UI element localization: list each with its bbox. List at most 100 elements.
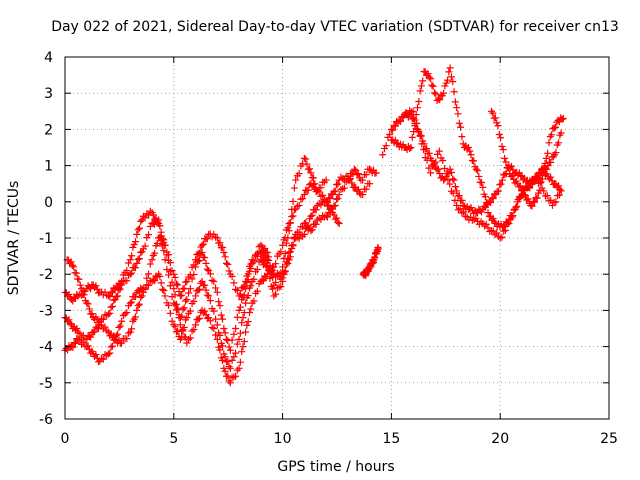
data-point — [529, 197, 537, 205]
data-point — [213, 288, 221, 296]
data-point — [161, 256, 169, 264]
data-point — [121, 310, 129, 318]
data-point — [504, 164, 512, 172]
data-point — [118, 317, 126, 325]
data-point — [285, 220, 293, 228]
data-point — [101, 323, 109, 331]
data-point — [210, 325, 218, 332]
data-point — [180, 304, 188, 312]
data-series — [61, 64, 567, 387]
data-point — [533, 194, 541, 202]
data-point — [317, 192, 325, 200]
data-point — [239, 343, 247, 351]
series-track-b — [61, 172, 374, 387]
data-point — [550, 124, 558, 132]
data-point — [307, 227, 315, 235]
data-point — [494, 233, 502, 241]
data-point — [272, 260, 280, 268]
data-point — [216, 239, 224, 247]
data-point — [202, 286, 210, 294]
data-point — [123, 309, 131, 317]
data-point — [428, 81, 436, 89]
data-point — [118, 281, 126, 289]
data-point — [70, 263, 78, 271]
data-point — [95, 358, 103, 366]
data-point — [408, 133, 416, 141]
data-point — [498, 176, 506, 184]
data-point — [359, 176, 367, 184]
data-point — [105, 292, 113, 300]
data-point — [339, 185, 347, 193]
data-point — [208, 276, 216, 284]
data-point — [143, 281, 151, 289]
data-point — [307, 212, 315, 220]
y-tick-label: -5 — [39, 376, 53, 392]
data-point — [548, 131, 556, 139]
data-point — [555, 191, 563, 199]
data-point — [493, 188, 501, 196]
data-point — [295, 201, 303, 209]
data-point — [73, 325, 81, 332]
data-point — [446, 165, 454, 173]
data-point — [379, 151, 387, 159]
data-point — [350, 165, 358, 173]
data-point — [302, 155, 310, 163]
data-point — [95, 289, 103, 297]
data-point — [66, 319, 74, 327]
data-point — [346, 175, 354, 183]
data-point — [185, 289, 193, 297]
data-point — [554, 192, 562, 200]
data-point — [551, 123, 559, 131]
data-point — [236, 358, 244, 366]
data-point — [331, 187, 339, 195]
data-point — [434, 150, 442, 158]
data-point — [449, 175, 457, 183]
data-point — [277, 269, 285, 277]
data-point — [502, 158, 510, 166]
data-point — [183, 277, 191, 285]
data-point — [354, 170, 362, 178]
series-track-a — [61, 165, 380, 305]
data-point — [70, 339, 78, 347]
data-point — [518, 186, 526, 194]
data-point — [182, 278, 190, 286]
data-point — [362, 171, 370, 179]
data-point — [450, 88, 458, 96]
data-point — [176, 314, 184, 322]
data-point — [194, 257, 202, 265]
data-point — [85, 305, 93, 313]
data-point — [326, 195, 334, 203]
data-point — [115, 286, 123, 294]
data-point — [230, 373, 238, 381]
data-point — [226, 379, 234, 387]
data-point — [493, 229, 501, 237]
data-point — [356, 189, 364, 197]
data-point — [435, 147, 443, 155]
data-point — [238, 348, 246, 356]
data-point — [491, 218, 499, 226]
data-point — [243, 321, 251, 329]
data-point — [309, 180, 317, 188]
data-point — [289, 212, 297, 220]
data-point — [168, 267, 176, 275]
data-point — [289, 241, 297, 249]
data-point — [414, 104, 422, 112]
x-tick-label: 5 — [169, 431, 178, 447]
data-point — [501, 226, 509, 234]
data-point — [157, 279, 165, 287]
series-track-g — [387, 64, 565, 231]
data-point — [308, 226, 316, 234]
data-point — [418, 140, 426, 148]
data-point — [202, 259, 210, 267]
data-point — [423, 145, 431, 153]
data-point — [126, 299, 134, 307]
data-point — [180, 323, 188, 331]
data-point — [134, 226, 142, 234]
data-point — [333, 181, 341, 189]
data-point — [220, 325, 228, 332]
data-point — [555, 139, 563, 147]
x-tick-label: 10 — [274, 431, 292, 447]
data-point — [456, 205, 464, 213]
data-point — [224, 260, 232, 268]
data-point — [386, 130, 394, 138]
